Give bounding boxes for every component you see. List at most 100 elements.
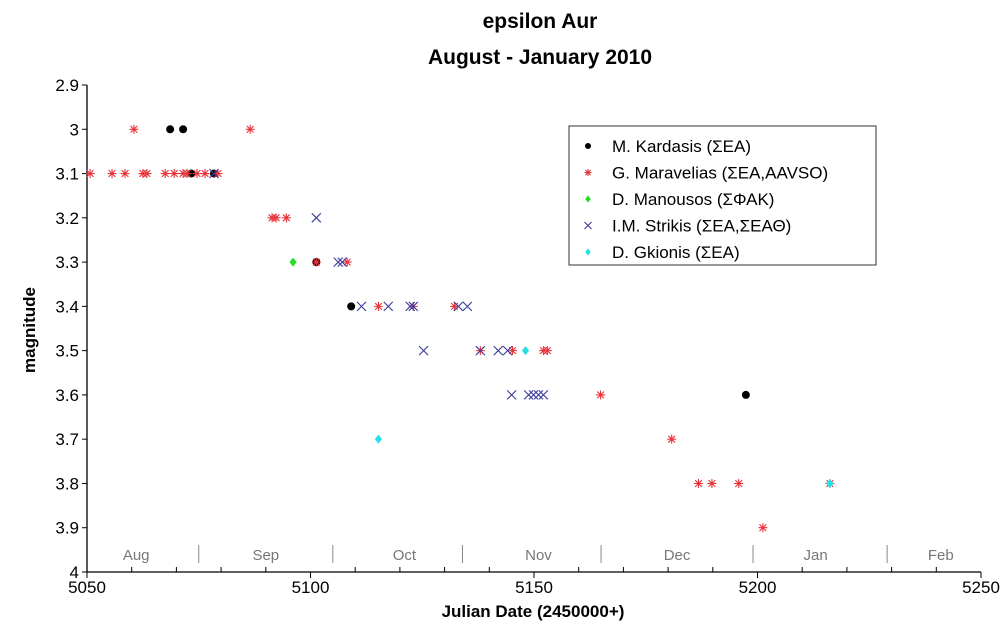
data-point — [107, 169, 117, 179]
data-point — [741, 390, 750, 399]
data-point — [142, 169, 152, 179]
data-point — [85, 169, 95, 179]
data-point — [508, 346, 518, 356]
x-axis-label: Julian Date (2450000+) — [442, 602, 625, 621]
data-point — [667, 434, 677, 444]
chart-title: epsilon Aur — [483, 10, 598, 33]
data-point — [533, 390, 544, 400]
data-point — [373, 301, 383, 311]
legend-label: M. Kardasis (ΣΕΑ) — [612, 137, 751, 156]
data-point — [707, 478, 717, 488]
x-tick-label: 5100 — [292, 578, 330, 597]
data-point — [182, 169, 192, 179]
data-point — [356, 301, 367, 312]
y-tick-label: 3.4 — [55, 297, 79, 316]
data-point — [506, 390, 517, 400]
month-label: Jan — [804, 547, 828, 564]
data-point — [179, 125, 188, 134]
data-point — [200, 169, 210, 179]
data-point — [758, 523, 768, 533]
data-point — [120, 169, 130, 179]
data-points — [85, 124, 835, 533]
data-point — [462, 301, 473, 312]
legend: M. Kardasis (ΣΕΑ) G. Maravelias (ΣΕΑ,AAVS… — [568, 125, 877, 266]
y-tick-label: 4 — [70, 563, 79, 582]
y-tick-label: 2.9 — [55, 76, 79, 95]
data-point — [333, 257, 344, 267]
legend-marker — [584, 221, 592, 230]
data-point — [311, 257, 321, 267]
legend-marker — [585, 248, 591, 256]
month-label: Sep — [252, 547, 279, 564]
data-point — [528, 390, 539, 400]
legend-label: G. Maravelias (ΣΕΑ,AAVSO) — [612, 164, 828, 183]
chart-subtitle: August - January 2010 — [428, 46, 652, 69]
data-point — [311, 212, 322, 223]
data-point — [475, 345, 486, 356]
legend-box — [568, 125, 877, 266]
x-tick-label: 5150 — [515, 578, 553, 597]
data-point — [542, 346, 552, 356]
y-tick-label: 3 — [70, 120, 79, 139]
y-tick-label: 3.7 — [55, 430, 79, 449]
y-tick-label: 3.2 — [55, 209, 79, 228]
data-point — [281, 213, 291, 223]
month-label: Feb — [928, 547, 954, 564]
x-tick-label: 5250 — [962, 578, 1000, 597]
series-2 — [289, 257, 297, 267]
data-point — [502, 345, 513, 356]
month-label: Oct — [393, 547, 417, 564]
y-tick-label: 3.6 — [55, 386, 79, 405]
y-tick-label: 3.5 — [55, 342, 79, 361]
data-point — [374, 434, 383, 444]
legend-marker — [585, 195, 591, 203]
data-point — [418, 345, 429, 356]
legend-label: D. Manousos (ΣΦΑΚ) — [612, 190, 774, 209]
x-tick-label: 5200 — [739, 578, 777, 597]
data-point — [383, 301, 394, 312]
y-tick-label: 3.1 — [55, 165, 79, 184]
data-point — [342, 257, 352, 267]
month-label: Aug — [123, 547, 150, 564]
data-point — [596, 390, 606, 400]
data-point — [523, 390, 534, 400]
data-point — [245, 124, 255, 134]
legend-label: D. Gkionis (ΣΕΑ) — [612, 243, 740, 262]
data-point — [192, 169, 202, 179]
y-tick-label: 3.8 — [55, 474, 79, 493]
data-point — [289, 257, 297, 267]
data-point — [493, 345, 504, 356]
data-point — [129, 124, 139, 134]
data-point — [166, 125, 175, 134]
data-point — [538, 390, 549, 400]
data-point — [213, 169, 223, 179]
data-point — [209, 168, 219, 179]
data-point — [271, 213, 281, 223]
month-labels: Aug Sep Oct Nov Dec Jan Feb — [123, 545, 954, 564]
data-point — [408, 301, 419, 312]
y-tick-label: 3.3 — [55, 253, 79, 272]
y-axis-label: magnitude — [20, 287, 39, 373]
data-point — [449, 301, 459, 311]
data-point — [405, 301, 416, 312]
series-1 — [85, 124, 835, 533]
data-point — [693, 478, 703, 488]
series-4 — [374, 346, 834, 488]
data-point — [826, 478, 834, 488]
data-point — [169, 169, 179, 179]
data-point — [337, 257, 348, 267]
legend-marker — [584, 142, 592, 150]
y-tick-label: 3.9 — [55, 519, 79, 538]
data-point — [160, 169, 170, 179]
legend-label: I.M. Strikis (ΣΕΑ,ΣΕΑΘ) — [612, 217, 791, 236]
x-tick-label: 5050 — [68, 578, 106, 597]
data-point — [734, 478, 744, 488]
data-point — [347, 302, 356, 311]
data-point — [521, 346, 530, 356]
legend-marker — [584, 169, 592, 176]
series-3 — [209, 168, 549, 400]
data-point — [453, 301, 464, 312]
month-label: Nov — [525, 547, 552, 564]
